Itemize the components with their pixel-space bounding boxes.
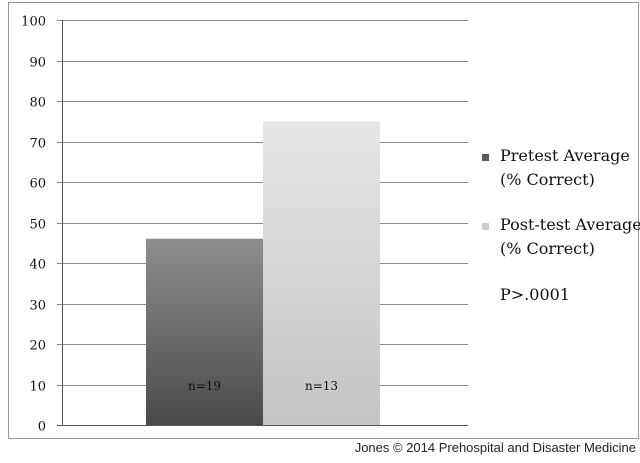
bar-count-label: n=19 xyxy=(188,379,221,393)
legend: Pretest Average (% Correct) Post-test Aver… xyxy=(482,146,640,304)
y-tick-label: 50 xyxy=(29,218,46,233)
y-tick-label: 10 xyxy=(29,380,46,395)
legend-swatch xyxy=(482,154,489,161)
bars: n=19 n=13 xyxy=(146,121,380,425)
y-tick-label: 40 xyxy=(29,258,46,273)
y-tick-label: 60 xyxy=(29,177,46,192)
legend-label-sub: (% Correct) xyxy=(500,170,595,189)
y-tick-label: 80 xyxy=(29,96,46,111)
credit-line: Jones © 2014 Prehospital and Disaster Me… xyxy=(354,440,636,455)
y-tick-label: 20 xyxy=(29,339,46,354)
legend-swatch xyxy=(482,223,489,230)
y-tick-label: 100 xyxy=(21,15,46,30)
y-tick-label: 0 xyxy=(38,420,46,435)
y-tick-label: 30 xyxy=(29,299,46,314)
y-tick-label: 70 xyxy=(29,137,46,152)
legend-label: Pretest Average xyxy=(500,146,630,165)
legend-label-sub: (% Correct) xyxy=(500,239,595,258)
bar-count-label: n=13 xyxy=(305,379,338,393)
y-tick-label: 90 xyxy=(29,56,46,71)
bar xyxy=(263,121,380,425)
p-value-annotation: P>.0001 xyxy=(500,285,570,304)
legend-label: Post-test Average xyxy=(500,215,640,234)
y-tick-labels: 0 10 20 30 40 50 60 70 80 90 100 xyxy=(21,15,46,435)
bar xyxy=(146,238,263,425)
gridlines xyxy=(57,20,468,426)
